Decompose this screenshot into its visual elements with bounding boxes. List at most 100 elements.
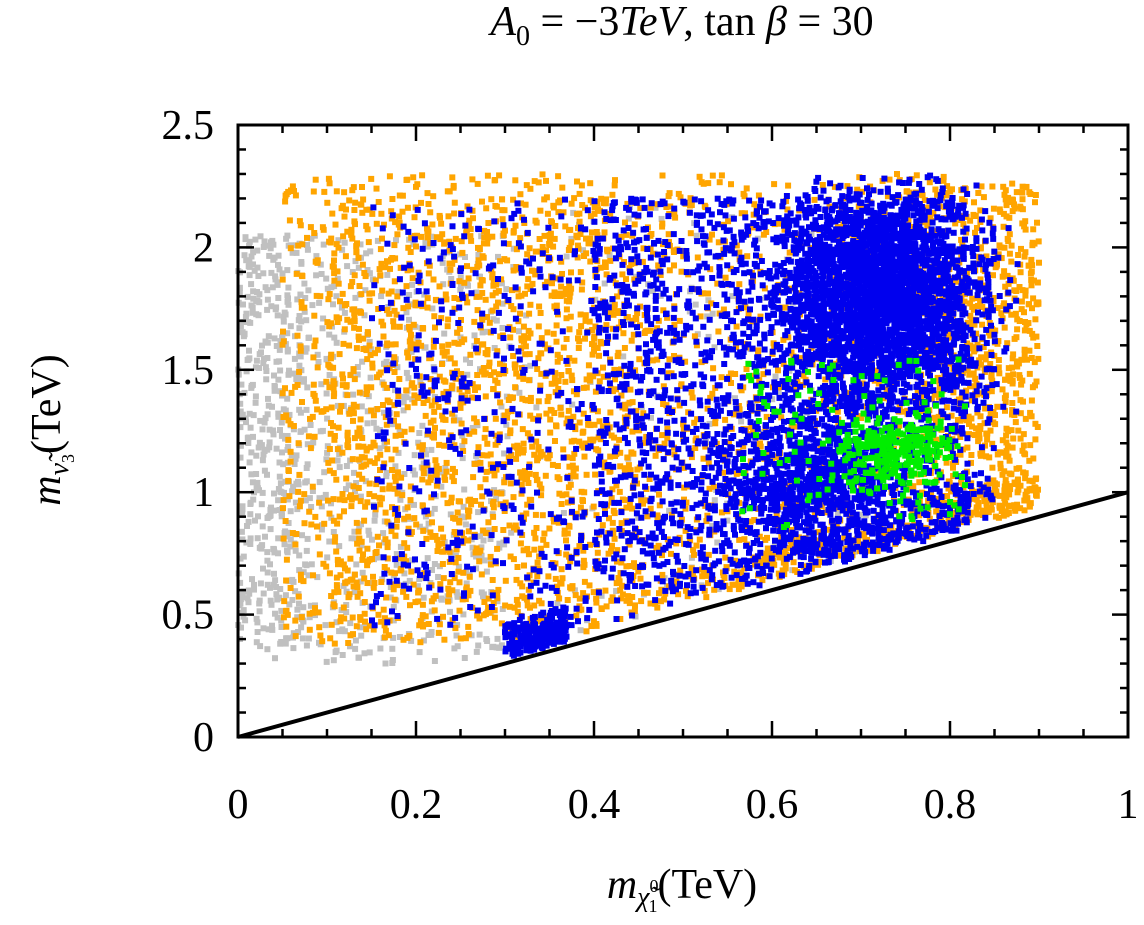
point-gray xyxy=(338,304,345,311)
point-orange xyxy=(348,496,355,503)
point-orange xyxy=(611,510,618,517)
point-gray xyxy=(318,271,325,277)
point-orange xyxy=(447,266,454,273)
point-gray xyxy=(454,621,461,628)
point-orange xyxy=(295,488,302,495)
point-orange xyxy=(553,275,560,282)
point-orange xyxy=(465,275,472,282)
point-gray xyxy=(498,403,505,410)
point-orange xyxy=(660,401,667,407)
point-orange xyxy=(764,545,771,552)
point-orange xyxy=(439,349,446,356)
point-gray xyxy=(250,261,256,268)
point-orange xyxy=(403,283,410,290)
point-orange xyxy=(497,333,504,340)
point-orange xyxy=(632,473,639,480)
point-gray xyxy=(403,309,410,316)
point-orange xyxy=(676,317,683,324)
point-orange xyxy=(422,412,429,419)
point-gray xyxy=(279,449,285,456)
point-orange xyxy=(459,596,466,603)
point-orange xyxy=(279,390,286,397)
point-orange xyxy=(580,428,587,435)
point-orange xyxy=(757,557,764,564)
point-orange xyxy=(335,588,342,595)
point-gray xyxy=(304,384,311,391)
point-gray xyxy=(592,296,599,303)
point-orange xyxy=(401,540,408,547)
point-orange xyxy=(445,341,452,348)
point-orange xyxy=(338,403,345,410)
point-orange xyxy=(524,430,531,437)
point-orange xyxy=(1028,282,1035,289)
point-gray xyxy=(303,345,310,352)
point-gray xyxy=(247,535,254,542)
point-blue xyxy=(879,507,886,513)
point-orange xyxy=(1002,196,1009,203)
point-orange xyxy=(989,325,995,332)
point-orange xyxy=(1019,196,1026,203)
point-orange xyxy=(958,479,965,486)
point-orange xyxy=(535,323,542,330)
point-gray xyxy=(369,536,375,543)
point-orange xyxy=(326,446,333,452)
point-blue xyxy=(725,281,732,287)
point-orange xyxy=(705,460,712,467)
point-orange xyxy=(439,361,445,367)
point-orange xyxy=(987,361,994,367)
point-orange xyxy=(770,340,777,347)
point-gray xyxy=(284,533,291,540)
point-orange xyxy=(447,579,454,586)
point-orange xyxy=(615,308,622,315)
point-orange xyxy=(939,294,946,301)
point-orange xyxy=(344,578,351,585)
point-gray xyxy=(253,615,260,622)
point-orange xyxy=(411,515,418,522)
point-orange xyxy=(510,353,517,359)
point-orange xyxy=(355,254,362,261)
point-orange xyxy=(506,603,513,610)
point-orange xyxy=(771,181,778,188)
point-orange xyxy=(356,547,363,554)
point-orange xyxy=(459,249,466,256)
point-orange xyxy=(360,346,367,352)
point-orange xyxy=(1022,319,1028,325)
point-orange xyxy=(1002,187,1009,194)
point-blue xyxy=(500,418,507,425)
point-orange xyxy=(564,454,571,461)
point-gray xyxy=(414,583,421,590)
point-orange xyxy=(560,209,567,216)
point-orange xyxy=(370,626,377,633)
point-orange xyxy=(359,435,366,441)
point-gray xyxy=(264,355,271,361)
point-orange xyxy=(643,433,650,440)
point-orange xyxy=(780,336,787,343)
point-orange xyxy=(348,230,355,237)
point-orange xyxy=(311,433,318,440)
point-orange xyxy=(655,262,662,269)
point-orange xyxy=(471,428,478,435)
point-orange xyxy=(596,378,603,385)
point-orange xyxy=(466,573,473,580)
point-orange xyxy=(398,432,405,439)
point-gray xyxy=(299,635,306,642)
point-gray xyxy=(416,430,423,436)
point-gray xyxy=(276,358,283,365)
point-orange xyxy=(297,571,304,578)
point-orange xyxy=(1010,197,1016,204)
point-orange xyxy=(628,260,635,267)
point-orange xyxy=(718,172,725,179)
point-orange xyxy=(450,417,457,424)
point-gray xyxy=(425,520,432,527)
point-orange xyxy=(763,550,770,557)
point-orange xyxy=(835,552,841,559)
point-orange xyxy=(335,280,342,287)
point-orange xyxy=(750,427,757,434)
point-gray xyxy=(460,503,467,510)
point-gray xyxy=(415,439,422,446)
point-orange xyxy=(969,487,975,494)
point-gray xyxy=(239,411,246,418)
point-orange xyxy=(566,326,573,333)
point-orange xyxy=(678,383,685,389)
point-gray xyxy=(377,645,384,652)
